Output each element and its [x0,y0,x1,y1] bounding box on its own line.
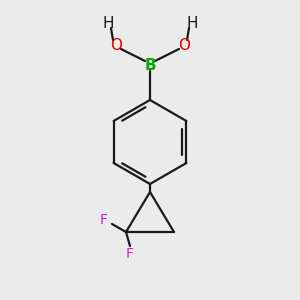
Text: O: O [178,38,190,52]
Text: O: O [110,38,122,52]
Text: H: H [102,16,114,31]
Text: H: H [186,16,198,31]
Text: F: F [100,213,108,227]
Text: F: F [126,247,134,261]
Text: B: B [144,58,156,73]
